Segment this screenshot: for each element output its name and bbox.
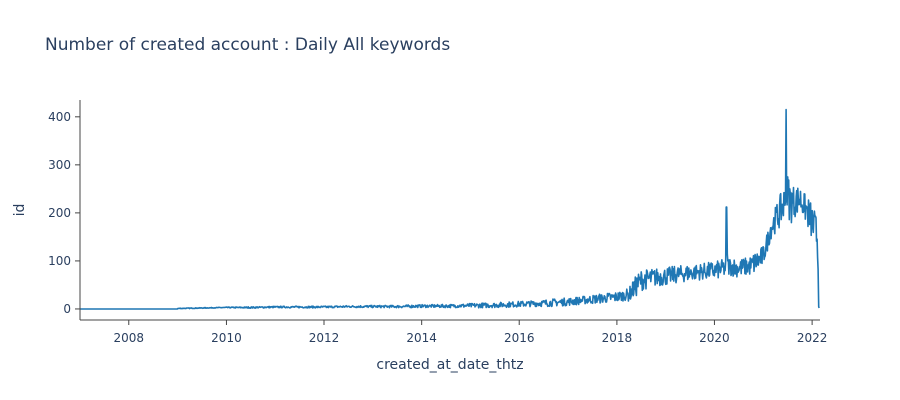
chart-title: Number of created account : Daily All ke… [45, 35, 450, 55]
x-tick-label: 2020 [699, 331, 730, 345]
y-tick-label: 100 [48, 254, 71, 268]
y-tick-label: 400 [48, 110, 71, 124]
x-tick-label: 2010 [211, 331, 242, 345]
x-tick-label: 2012 [309, 331, 340, 345]
x-tick-label: 2008 [113, 331, 144, 345]
x-tick-label: 2016 [504, 331, 535, 345]
y-tick-label: 0 [63, 302, 71, 316]
x-tick-label: 2018 [602, 331, 633, 345]
y-tick-label: 300 [48, 158, 71, 172]
x-axis-ticks: 2008 2010 2012 2014 2016 2018 2020 2022 [113, 320, 827, 345]
y-tick-label: 200 [48, 206, 71, 220]
y-axis-ticks: 0 100 200 300 400 [48, 110, 80, 316]
x-tick-label: 2014 [406, 331, 437, 345]
plot-area [79, 108, 820, 310]
x-tick-label: 2022 [797, 331, 828, 345]
series-line [79, 108, 820, 310]
y-axis-title: id [12, 204, 28, 217]
x-axis-title: created_at_date_thtz [376, 357, 523, 373]
